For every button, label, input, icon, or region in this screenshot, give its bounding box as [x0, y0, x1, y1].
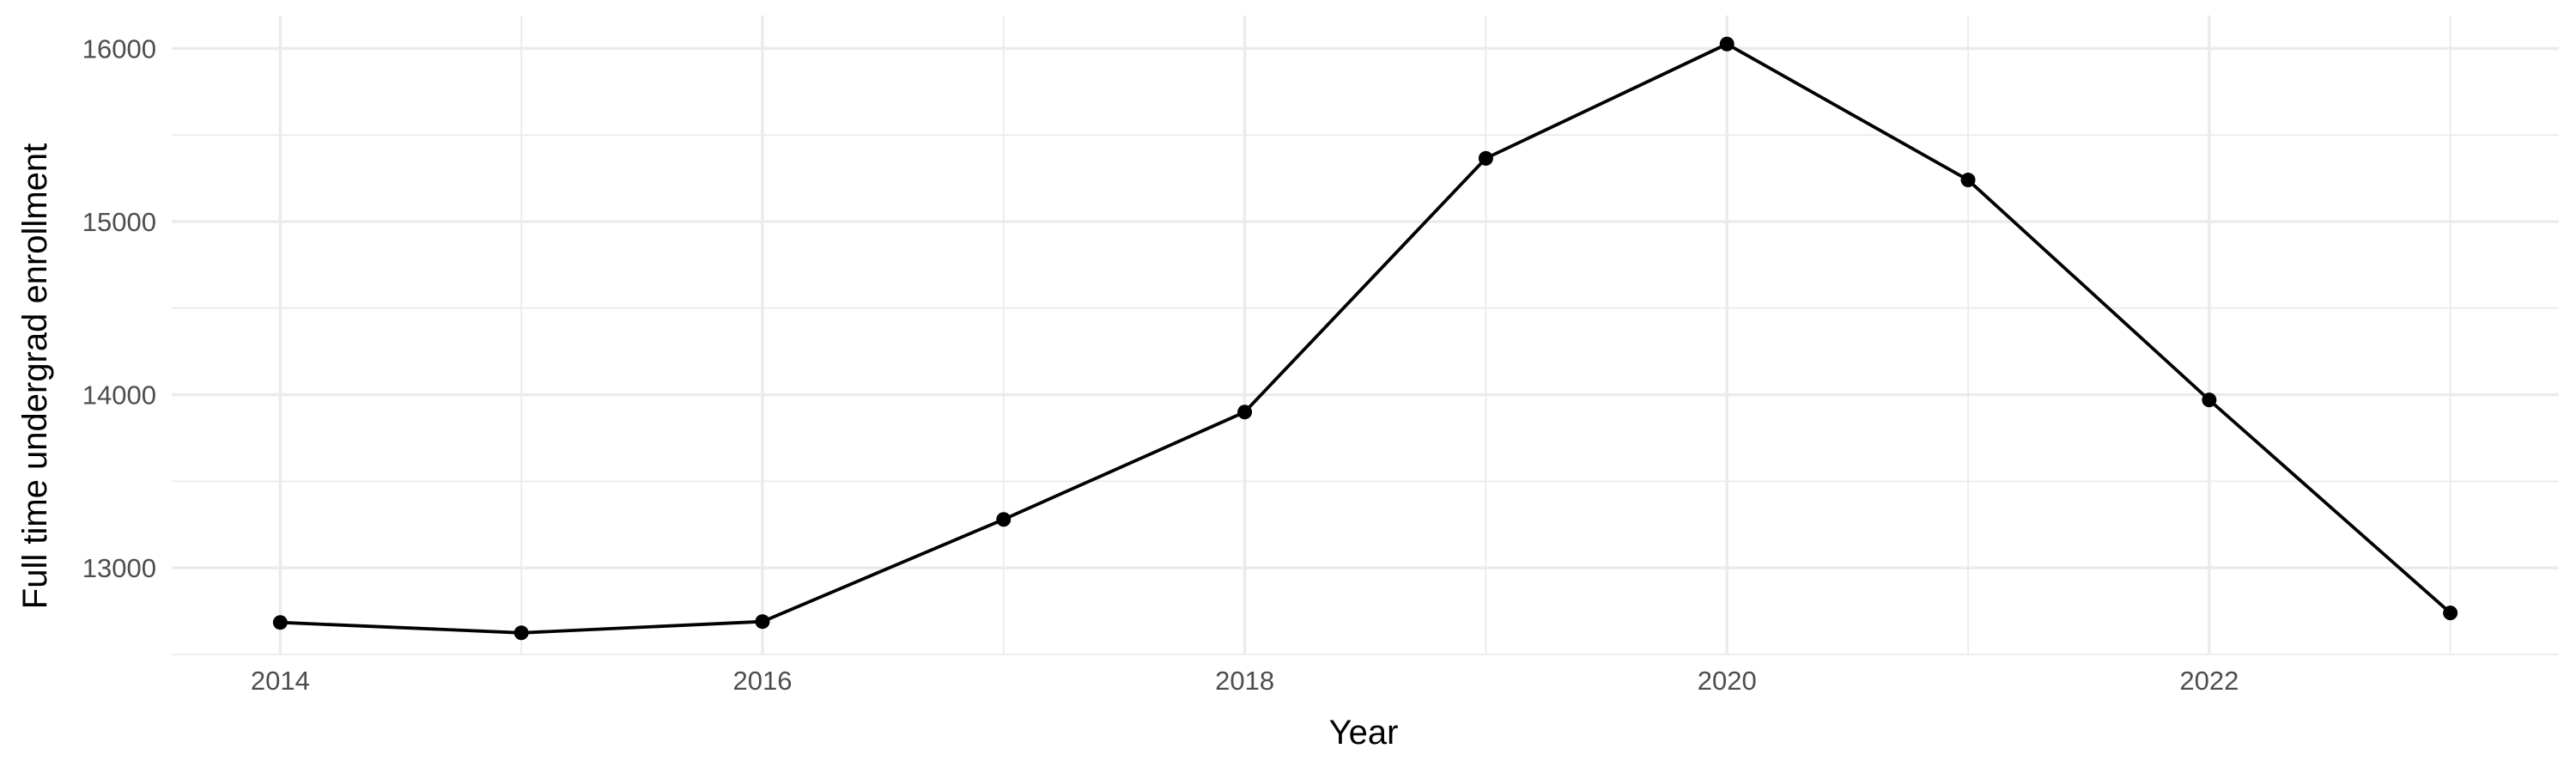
y-tick-label: 13000 — [82, 553, 156, 583]
data-point — [513, 625, 529, 641]
y-axis-title: Full time undergrad enrollment — [16, 143, 54, 609]
y-tick-label: 14000 — [82, 380, 156, 411]
x-tick-label: 2014 — [251, 666, 310, 696]
data-point — [1719, 36, 1735, 52]
data-point — [1478, 150, 1493, 166]
y-axis-tick-labels: 13000 14000 15000 16000 — [82, 33, 156, 583]
y-tick-label: 15000 — [82, 207, 156, 237]
x-tick-label: 2022 — [2179, 666, 2239, 696]
series-layer — [272, 36, 2458, 641]
major-gridlines — [172, 15, 2559, 654]
data-point — [2202, 393, 2217, 408]
data-point — [996, 512, 1012, 527]
data-point — [1237, 405, 1253, 420]
minor-gridlines — [172, 15, 2559, 655]
data-point — [272, 615, 288, 630]
x-tick-label: 2020 — [1698, 666, 1757, 696]
data-point — [755, 614, 770, 630]
x-axis-tick-labels: 2014 2016 2018 2020 2022 — [251, 666, 2239, 696]
x-tick-label: 2016 — [732, 666, 792, 696]
data-point — [2443, 606, 2458, 621]
x-axis-title: Year — [1329, 714, 1399, 752]
x-tick-label: 2018 — [1215, 666, 1274, 696]
y-tick-label: 16000 — [82, 33, 156, 64]
data-point — [1960, 173, 1976, 188]
series-line — [280, 42, 2451, 635]
